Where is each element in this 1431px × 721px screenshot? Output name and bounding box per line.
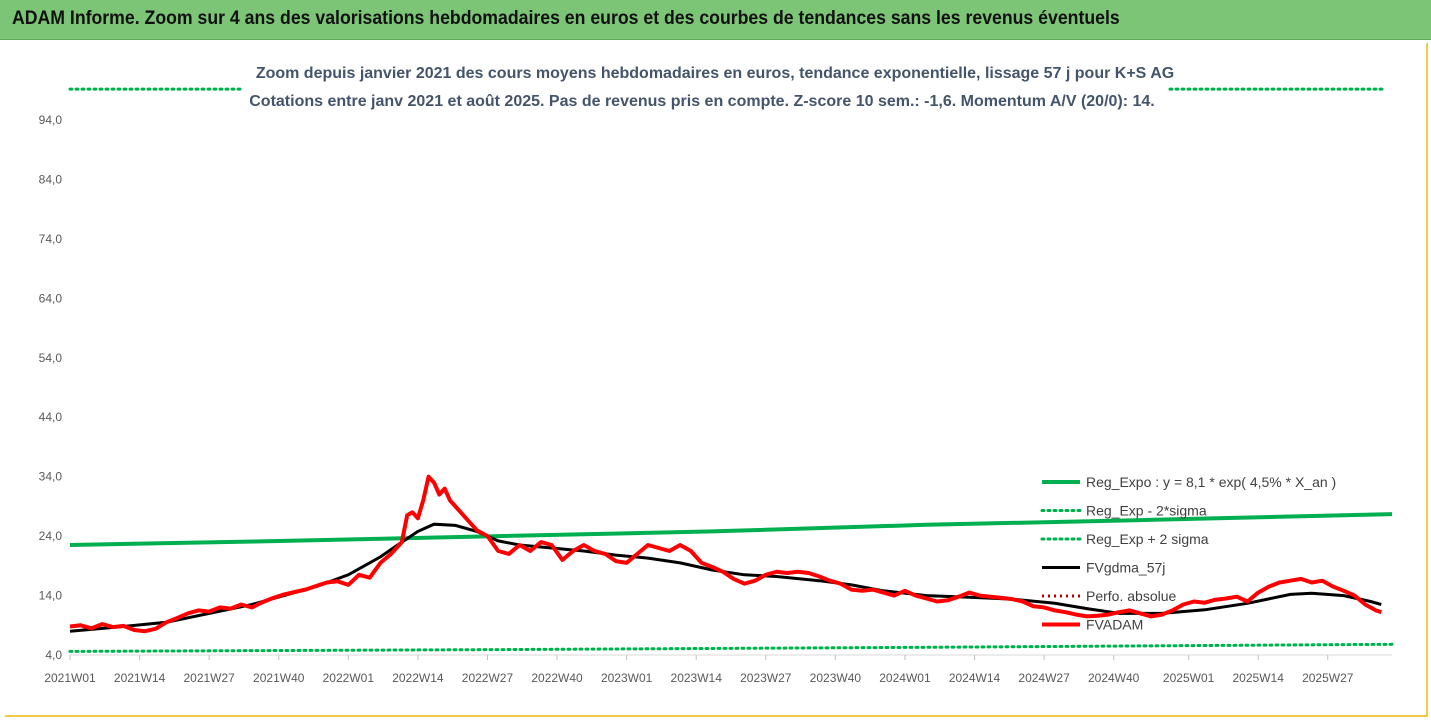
legend-label-fvgdma: FVgdma_57j [1086,560,1165,576]
x-tick-label: 2021W14 [114,671,166,685]
y-tick-label: 84,0 [39,172,63,186]
y-tick-label: 14,0 [39,589,63,603]
x-tick-label: 2021W01 [44,671,96,685]
x-tick-label: 2025W01 [1163,671,1215,685]
series-layer [68,87,1394,653]
chart-title-line-1: Zoom depuis janvier 2021 des cours moyen… [256,65,1174,82]
x-tick-label: 2025W14 [1233,671,1285,685]
x-tick-label: 2023W40 [810,671,862,685]
chart-frame [4,42,1428,717]
report-title: ADAM Informe. Zoom sur 4 ans des valoris… [12,8,1120,29]
x-tick-label: 2024W27 [1018,671,1070,685]
y-tick-label: 44,0 [39,410,63,424]
series-fvadam [69,474,1382,634]
legend-label-reg-expo: Reg_Expo : y = 8,1 * exp( 4,5% * X_an ) [1086,474,1336,490]
y-tick-label: 24,0 [39,529,63,543]
y-tick-label: 64,0 [39,291,63,305]
x-tick-label: 2025W27 [1302,671,1354,685]
chart-title-line-2: Cotations entre janv 2021 et août 2025. … [249,93,1155,110]
series-minus2 [68,642,1394,653]
chart-legend: Reg_Expo : y = 8,1 * exp( 4,5% * X_an ) R… [1040,474,1336,633]
x-tick-label: 2021W27 [183,671,235,685]
y-tick-label: 34,0 [39,470,63,484]
x-tick-label: 2024W01 [879,671,931,685]
x-tick-label: 2022W27 [462,671,514,685]
report-banner: ADAM Informe. Zoom sur 4 ans des valoris… [0,0,1431,40]
y-tick-label: 4,0 [45,648,62,662]
x-tick-label: 2022W40 [531,671,583,685]
y-tick-label: 74,0 [39,232,63,246]
x-tick-label: 2022W01 [323,671,375,685]
legend-label-perfo: Perfo. absolue [1086,588,1176,604]
x-tick-label: 2024W40 [1088,671,1140,685]
chart-axes: 4,0 14,0 24,0 34,0 44,0 54,0 64,0 74,0 84,0 94,0 2… [39,113,1392,685]
x-tick-label: 2023W27 [740,671,792,685]
x-tick-label: 2022W14 [392,671,444,685]
x-tick-label: 2024W14 [949,671,1001,685]
x-tick-label: 2021W40 [253,671,305,685]
legend-label-plus2: Reg_Exp + 2 sigma [1086,531,1209,547]
series-reg-expo [69,512,1393,547]
y-tick-label: 54,0 [39,351,63,365]
y-tick-label: 94,0 [39,113,63,127]
series-fvgdma [69,522,1382,633]
legend-label-fvadam: FVADAM [1086,617,1143,633]
legend-label-minus2: Reg_Exp - 2*sigma [1086,503,1207,519]
x-tick-label: 2023W14 [671,671,723,685]
x-tick-label: 2023W01 [601,671,653,685]
